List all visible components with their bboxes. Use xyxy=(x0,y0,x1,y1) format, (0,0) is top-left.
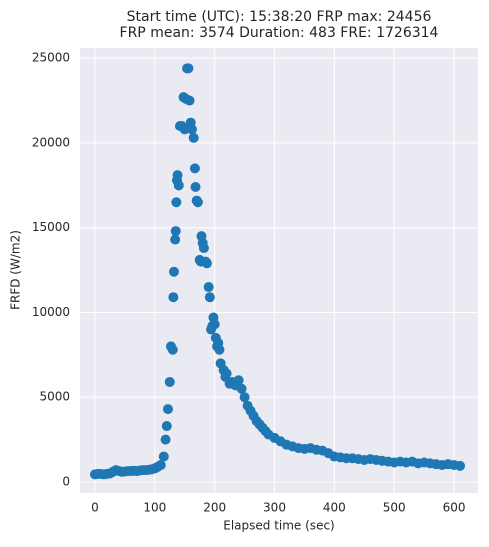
x-tick-label: 0 xyxy=(91,501,99,515)
y-tick-label: 5000 xyxy=(39,390,70,404)
chart-title: Start time (UTC): 15:38:20 FRP max: 2445… xyxy=(127,9,432,25)
point xyxy=(201,258,212,269)
point xyxy=(188,132,199,143)
x-tick-label: 300 xyxy=(263,501,286,515)
y-tick-label: 20000 xyxy=(32,135,70,149)
point xyxy=(162,404,173,415)
point xyxy=(168,292,179,303)
point xyxy=(209,319,220,330)
point xyxy=(164,376,175,387)
point xyxy=(190,182,201,193)
point xyxy=(233,375,244,386)
point xyxy=(171,197,182,208)
point xyxy=(184,95,195,106)
point xyxy=(203,282,214,293)
point xyxy=(168,266,179,277)
x-tick-label: 200 xyxy=(203,501,226,515)
y-tick-label: 25000 xyxy=(32,51,70,65)
y-tick-label: 0 xyxy=(62,474,70,488)
x-tick-label: 600 xyxy=(443,501,466,515)
y-tick-label: 15000 xyxy=(32,220,70,234)
point xyxy=(173,180,184,191)
y-axis-label: FRFD (W/m2) xyxy=(9,230,23,310)
point xyxy=(221,368,232,379)
point xyxy=(198,243,209,254)
point xyxy=(155,460,166,471)
point xyxy=(186,124,197,135)
x-tick-label: 100 xyxy=(143,501,166,515)
point xyxy=(158,451,169,462)
point xyxy=(192,197,203,208)
y-tick-label: 10000 xyxy=(32,305,70,319)
point xyxy=(170,226,181,237)
point xyxy=(161,421,172,432)
point xyxy=(179,124,190,135)
point xyxy=(455,460,466,471)
x-tick-label: 400 xyxy=(323,501,346,515)
point xyxy=(160,434,171,445)
point xyxy=(183,63,194,74)
point xyxy=(204,292,215,303)
point xyxy=(236,383,247,394)
point xyxy=(239,392,250,403)
chart-title: FRP mean: 3574 Duration: 483 FRE: 172631… xyxy=(120,25,439,41)
point xyxy=(170,234,181,245)
x-axis-label: Elapsed time (sec) xyxy=(223,519,334,533)
x-tick-label: 500 xyxy=(383,501,406,515)
point xyxy=(189,163,200,174)
point xyxy=(214,344,225,355)
point xyxy=(172,170,183,181)
point xyxy=(167,344,178,355)
plot-area xyxy=(80,48,478,493)
